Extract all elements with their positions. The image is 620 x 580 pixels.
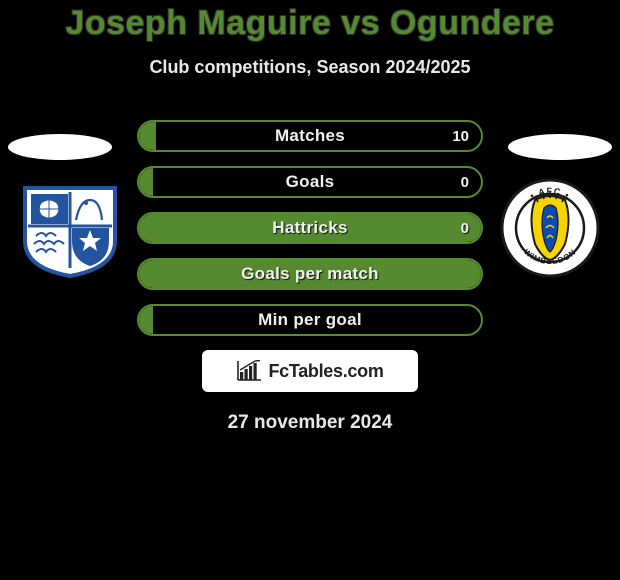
main-area: • AFC • WIMBLEDON Matches 10 Goals 0 [0, 120, 620, 434]
infographic-root: Joseph Maguire vs Ogundere Club competit… [0, 0, 620, 434]
stat-row-matches: Matches 10 [137, 120, 483, 152]
stat-value: 0 [461, 214, 469, 242]
brand-badge[interactable]: FcTables.com [202, 350, 418, 392]
club-crest-right: • AFC • WIMBLEDON [500, 178, 600, 278]
stat-label: Goals per match [139, 260, 481, 288]
stat-value: 10 [452, 122, 469, 150]
bar-chart-icon [236, 360, 262, 382]
stat-label: Goals [139, 168, 481, 196]
stat-label: Min per goal [139, 306, 481, 334]
date-text: 27 november 2024 [0, 412, 620, 434]
afc-wimbledon-crest: • AFC • WIMBLEDON [500, 178, 600, 278]
stats-list: Matches 10 Goals 0 Hattricks 0 Goals per… [137, 120, 483, 336]
subtitle: Club competitions, Season 2024/2025 [0, 57, 620, 78]
stat-row-min-per-goal: Min per goal [137, 304, 483, 336]
page-title: Joseph Maguire vs Ogundere [0, 4, 620, 43]
stat-label: Matches [139, 122, 481, 150]
stat-row-goals: Goals 0 [137, 166, 483, 198]
tranmere-rovers-crest [20, 186, 120, 278]
stat-label: Hattricks [139, 214, 481, 242]
brand-label: FcTables.com [268, 361, 383, 382]
stat-row-goals-per-match: Goals per match [137, 258, 483, 290]
stat-row-hattricks: Hattricks 0 [137, 212, 483, 244]
club-crest-left [20, 186, 120, 278]
shadow-ellipse-left [8, 134, 112, 160]
shadow-ellipse-right [508, 134, 612, 160]
stat-value: 0 [461, 168, 469, 196]
